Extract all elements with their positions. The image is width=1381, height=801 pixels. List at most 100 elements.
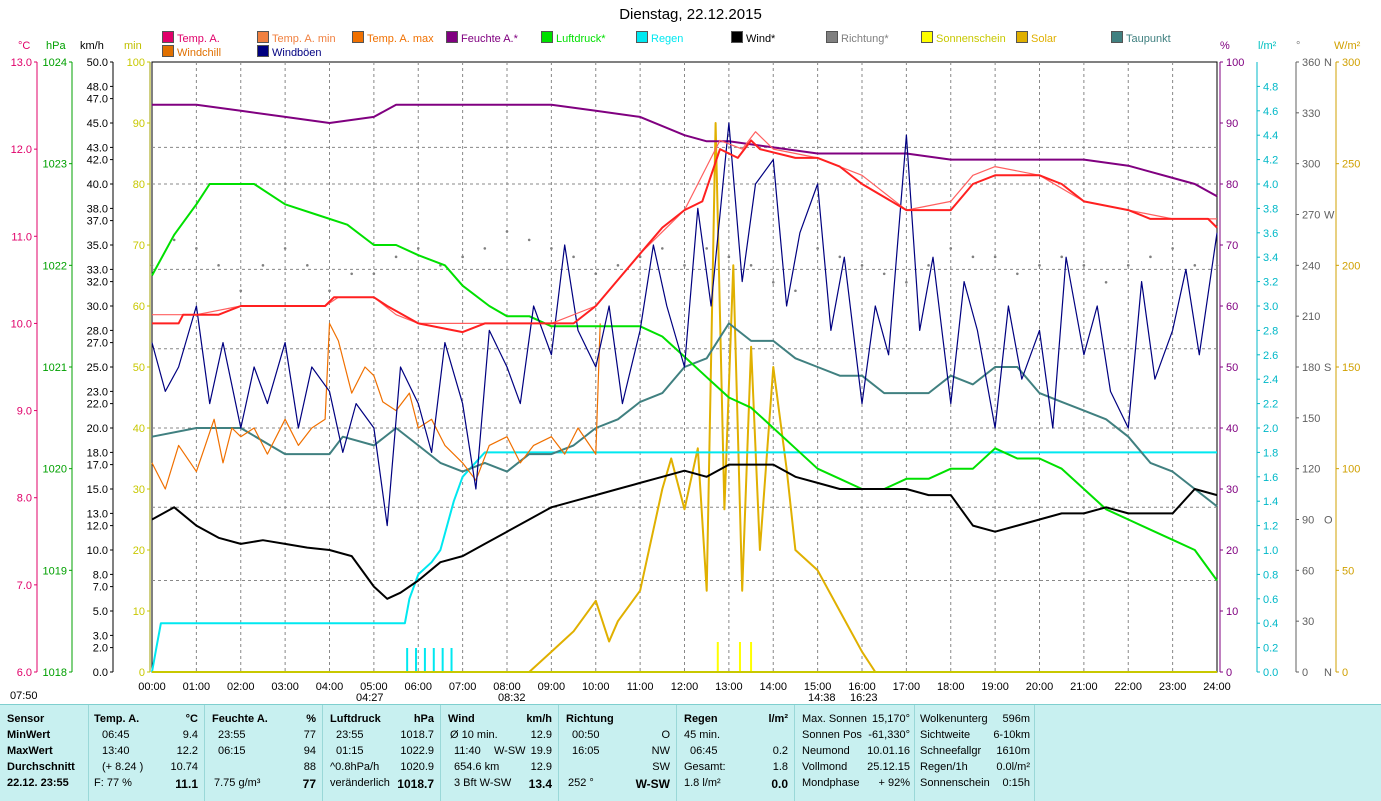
y-tick-label: 20.0 bbox=[87, 423, 108, 435]
y-tick-label: 10.0 bbox=[11, 318, 32, 330]
pressure-axis-unit: hPa bbox=[46, 40, 66, 52]
y-tick-label: 13.0 bbox=[11, 57, 32, 69]
legend-label: Solar bbox=[1031, 33, 1057, 45]
y-tick-label: 0.0 bbox=[93, 667, 108, 679]
wind-max-time: 11:40 bbox=[454, 745, 481, 757]
legend-label: Windböen bbox=[272, 47, 322, 59]
direction-point bbox=[794, 289, 797, 293]
y-tick-label: 120 bbox=[1302, 464, 1320, 476]
y-tick-label: 10 bbox=[1226, 606, 1238, 618]
y-tick-label: 12.0 bbox=[11, 144, 32, 156]
direction-point bbox=[616, 264, 620, 267]
y-tick-label: 150 bbox=[1302, 413, 1320, 425]
stats-col-humidity: Feuchte A. % 23:55 77 06:15 94 88 7.75 g… bbox=[204, 705, 323, 801]
y-tick-label: 10 bbox=[133, 606, 145, 618]
x-tick-label: 15:00 bbox=[804, 681, 832, 693]
y-tick-label: 10.0 bbox=[87, 545, 108, 557]
rain-duration: 45 min. bbox=[684, 729, 721, 741]
x-tick-label: 08:00 bbox=[493, 681, 521, 693]
y-tick-label: 7.0 bbox=[93, 582, 108, 594]
y-tick-label: 70 bbox=[133, 240, 145, 252]
cloud-base-value: 596m bbox=[1002, 713, 1030, 725]
rain-head: Regen bbox=[684, 713, 718, 725]
temp-min-value: 9.4 bbox=[182, 729, 198, 741]
stats-col-rain: Regen l/m² 45 min. 06:45 0.2 Gesamt: 1.8… bbox=[676, 705, 795, 801]
x-tick-label: 20:00 bbox=[1026, 681, 1054, 693]
y-tick-label: 1023 bbox=[43, 159, 67, 171]
legend-label: Temp. A. max bbox=[367, 33, 434, 45]
legend-item: Richtung* bbox=[826, 31, 889, 45]
y-tick-label: 4.0 bbox=[1263, 179, 1278, 191]
y-tick-label: 45.0 bbox=[87, 118, 108, 130]
maxwert-label: MaxWert bbox=[7, 745, 53, 757]
series-line bbox=[528, 122, 877, 673]
y-tick-label: 3.4 bbox=[1263, 252, 1278, 264]
direction-point bbox=[328, 289, 331, 293]
press-max-time: 01:15 bbox=[336, 745, 364, 757]
y-tick-label: 1.8 bbox=[1263, 447, 1278, 459]
direction-point bbox=[882, 272, 886, 276]
legend-item: Windchill bbox=[162, 45, 221, 59]
direction-point bbox=[1082, 264, 1086, 267]
y-tick-label: 2.0 bbox=[1263, 423, 1278, 435]
temp-max-time: 13:40 bbox=[102, 745, 130, 757]
y-tick-label: 100 bbox=[1226, 57, 1244, 69]
rain-hour-value: 0.0l/m² bbox=[996, 761, 1030, 773]
hum-absolute: 7.75 g/m³ bbox=[214, 777, 261, 789]
series-line bbox=[152, 103, 1218, 198]
legend-item: Taupunkt bbox=[1111, 31, 1171, 45]
y-tick-label: 6.0 bbox=[17, 667, 32, 679]
direction-point bbox=[150, 264, 154, 267]
y-tick-label: 250 bbox=[1342, 159, 1360, 171]
y-tick-label: 210 bbox=[1302, 311, 1320, 323]
minwert-label: MinWert bbox=[7, 729, 51, 741]
wind-mean-value: 12.9 bbox=[530, 761, 552, 773]
y-tick-label: 20 bbox=[1226, 545, 1238, 557]
temp-avg-value: 10.74 bbox=[170, 761, 198, 773]
series-line bbox=[151, 322, 1218, 508]
legend-item: Wind* bbox=[731, 31, 775, 45]
y-tick-label: 28.0 bbox=[87, 325, 108, 337]
direction-point bbox=[195, 247, 198, 250]
y-tick-label: 25.0 bbox=[87, 362, 108, 374]
direction-point bbox=[394, 255, 398, 259]
y-tick-label: 3.0 bbox=[1263, 301, 1278, 313]
current-date: 22.12. 23:55 bbox=[7, 777, 69, 789]
direction-point bbox=[461, 255, 464, 259]
legend-swatch bbox=[636, 31, 648, 43]
stats-col-direction: Richtung 00:50 O 16:05 NW SW 252 ° W-SW bbox=[558, 705, 677, 801]
y-tick-label: 70 bbox=[1226, 240, 1238, 252]
legend-swatch bbox=[1016, 31, 1028, 43]
hum-max-time: 06:15 bbox=[218, 745, 246, 757]
y-tick-label: 40 bbox=[133, 423, 145, 435]
y-tick-label: 1022 bbox=[43, 260, 67, 272]
x-tick-label: 02:00 bbox=[227, 681, 255, 693]
y-tick-label: 37.0 bbox=[87, 216, 108, 228]
y-tick-label: 50 bbox=[1226, 362, 1238, 374]
sun-max-value: 15,170° bbox=[871, 713, 910, 725]
wind-avg-value: 12.9 bbox=[530, 729, 552, 741]
dir-avg-value: SW bbox=[652, 761, 670, 773]
rain-current: 0.0 bbox=[771, 777, 788, 791]
y-tick-label: 90 bbox=[1302, 515, 1314, 527]
durchschnitt-label: Durchschnitt bbox=[7, 761, 75, 773]
direction-point bbox=[1149, 255, 1152, 259]
legend-label: Luftdruck* bbox=[556, 33, 606, 45]
temp-current: 11.1 bbox=[175, 777, 198, 791]
hum-avg-value: 88 bbox=[303, 761, 316, 773]
direction-point bbox=[483, 247, 487, 250]
y-tick-label: 1.6 bbox=[1263, 472, 1278, 484]
direction-point bbox=[838, 255, 842, 259]
wind-beaufort: 3 Bft W-SW bbox=[454, 777, 512, 789]
y-tick-label: 40.0 bbox=[87, 179, 108, 191]
y-tick-label: 270 bbox=[1302, 210, 1320, 222]
y-tick-label: 0.2 bbox=[1263, 643, 1278, 655]
temp-avg-delta: (+ 8.24 ) bbox=[102, 761, 144, 773]
hum-unit: % bbox=[306, 713, 316, 725]
y-tick-label: 43.0 bbox=[87, 142, 108, 154]
legend-item: Windböen bbox=[257, 45, 322, 59]
direction-point bbox=[905, 280, 908, 284]
x-tick-label: 23:00 bbox=[1159, 681, 1187, 693]
y-tick-label: 2.6 bbox=[1263, 350, 1278, 362]
direction-point bbox=[306, 264, 309, 267]
